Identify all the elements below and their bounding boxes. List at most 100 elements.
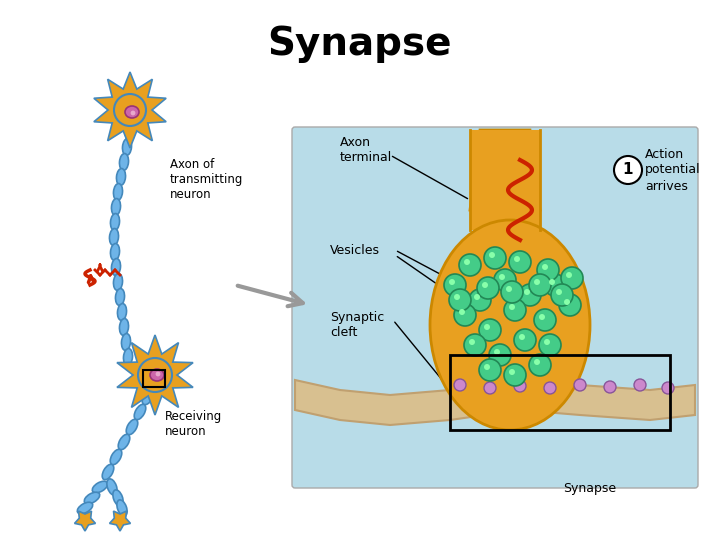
- Circle shape: [464, 334, 486, 356]
- Circle shape: [477, 277, 499, 299]
- Circle shape: [479, 359, 501, 381]
- Circle shape: [662, 382, 674, 394]
- Ellipse shape: [120, 319, 129, 335]
- Circle shape: [469, 289, 491, 311]
- Ellipse shape: [110, 244, 120, 260]
- Text: 1: 1: [623, 163, 634, 178]
- Circle shape: [499, 274, 505, 280]
- Circle shape: [544, 274, 566, 296]
- Ellipse shape: [92, 481, 108, 493]
- Ellipse shape: [113, 490, 123, 506]
- Circle shape: [534, 309, 556, 331]
- Polygon shape: [109, 511, 130, 531]
- Circle shape: [529, 274, 551, 296]
- Ellipse shape: [126, 419, 138, 435]
- Circle shape: [482, 282, 488, 288]
- Circle shape: [566, 272, 572, 278]
- Ellipse shape: [77, 502, 93, 514]
- Ellipse shape: [112, 199, 120, 215]
- Circle shape: [459, 254, 481, 276]
- Circle shape: [130, 110, 136, 116]
- Circle shape: [509, 304, 515, 310]
- Ellipse shape: [430, 220, 590, 430]
- Ellipse shape: [125, 106, 139, 118]
- Circle shape: [534, 279, 540, 285]
- Ellipse shape: [122, 139, 132, 156]
- Ellipse shape: [84, 492, 99, 504]
- Circle shape: [519, 334, 525, 340]
- Circle shape: [454, 294, 460, 300]
- Circle shape: [504, 299, 526, 321]
- Text: Axon of
transmitting
neuron: Axon of transmitting neuron: [170, 159, 243, 201]
- Circle shape: [514, 329, 536, 351]
- Circle shape: [564, 299, 570, 305]
- Ellipse shape: [125, 125, 135, 141]
- Circle shape: [542, 264, 548, 270]
- Circle shape: [544, 339, 550, 345]
- Circle shape: [494, 269, 516, 291]
- Ellipse shape: [123, 348, 132, 366]
- Circle shape: [524, 289, 530, 295]
- Ellipse shape: [117, 168, 125, 185]
- Circle shape: [469, 339, 475, 345]
- Circle shape: [155, 371, 161, 377]
- Circle shape: [506, 286, 512, 292]
- Ellipse shape: [110, 449, 122, 465]
- Circle shape: [519, 284, 541, 306]
- Text: Action
potential
arrives: Action potential arrives: [645, 147, 701, 192]
- Ellipse shape: [117, 500, 127, 516]
- Circle shape: [484, 324, 490, 330]
- Circle shape: [509, 369, 515, 375]
- Circle shape: [529, 354, 551, 376]
- Circle shape: [501, 281, 523, 303]
- Circle shape: [614, 156, 642, 184]
- Circle shape: [454, 304, 476, 326]
- Circle shape: [489, 344, 511, 366]
- Bar: [450, 355, 670, 430]
- Ellipse shape: [118, 434, 130, 450]
- Circle shape: [537, 259, 559, 281]
- Ellipse shape: [134, 404, 145, 420]
- Text: Axon
terminal: Axon terminal: [340, 136, 392, 164]
- Polygon shape: [470, 130, 540, 210]
- Circle shape: [509, 251, 531, 273]
- Ellipse shape: [110, 213, 120, 231]
- Ellipse shape: [150, 369, 164, 381]
- Circle shape: [551, 284, 573, 306]
- Circle shape: [544, 382, 556, 394]
- Ellipse shape: [114, 274, 122, 291]
- Bar: [143, 370, 165, 387]
- Ellipse shape: [143, 389, 154, 404]
- Ellipse shape: [112, 259, 120, 275]
- Circle shape: [138, 358, 172, 392]
- Circle shape: [464, 259, 470, 265]
- Polygon shape: [295, 380, 695, 425]
- Circle shape: [604, 381, 616, 393]
- Text: Synapse: Synapse: [564, 482, 616, 495]
- Circle shape: [459, 309, 465, 315]
- Circle shape: [484, 382, 496, 394]
- Circle shape: [484, 247, 506, 269]
- Ellipse shape: [109, 228, 119, 246]
- Circle shape: [634, 379, 646, 391]
- Ellipse shape: [120, 153, 129, 171]
- Ellipse shape: [122, 334, 130, 350]
- Ellipse shape: [107, 479, 117, 495]
- Circle shape: [504, 364, 526, 386]
- Polygon shape: [117, 335, 193, 415]
- Circle shape: [539, 314, 545, 320]
- Text: Vesicles: Vesicles: [330, 244, 380, 256]
- Circle shape: [449, 279, 455, 285]
- Ellipse shape: [114, 184, 122, 200]
- Circle shape: [449, 289, 471, 311]
- Text: Receiving
neuron: Receiving neuron: [165, 410, 222, 438]
- Circle shape: [556, 289, 562, 295]
- Ellipse shape: [115, 288, 125, 306]
- Text: Synaptic
cleft: Synaptic cleft: [330, 311, 384, 339]
- Ellipse shape: [102, 464, 114, 480]
- Polygon shape: [75, 511, 96, 531]
- Circle shape: [479, 319, 501, 341]
- Polygon shape: [94, 72, 166, 148]
- Circle shape: [561, 267, 583, 289]
- Circle shape: [559, 294, 581, 316]
